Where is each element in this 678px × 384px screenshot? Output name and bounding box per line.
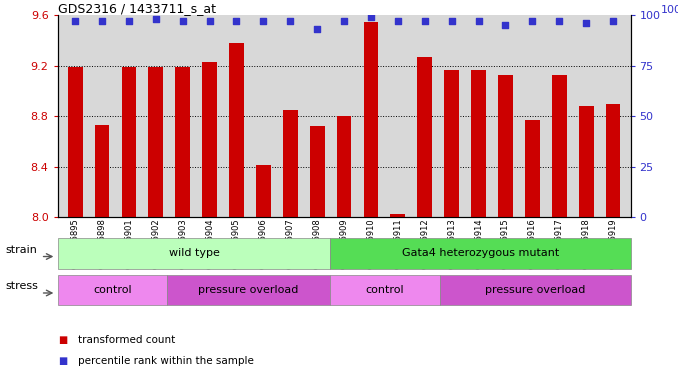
Bar xyxy=(58,275,167,305)
Text: control: control xyxy=(93,285,132,295)
Bar xyxy=(176,67,190,384)
Point xyxy=(500,22,511,28)
Point xyxy=(285,18,296,25)
Point xyxy=(151,17,161,23)
Bar xyxy=(337,116,351,384)
Text: Gata4 heterozygous mutant: Gata4 heterozygous mutant xyxy=(402,248,559,258)
Bar xyxy=(498,74,513,384)
Text: GDS2316 / 1433711_s_at: GDS2316 / 1433711_s_at xyxy=(58,2,216,15)
Bar xyxy=(167,275,330,305)
Point xyxy=(70,18,81,25)
Point xyxy=(339,18,350,25)
Point xyxy=(231,18,242,25)
Bar xyxy=(229,43,244,384)
Text: percentile rank within the sample: percentile rank within the sample xyxy=(78,356,254,366)
Bar xyxy=(439,275,631,305)
Bar xyxy=(283,110,298,384)
Bar xyxy=(202,62,217,384)
Point xyxy=(204,18,215,25)
Bar xyxy=(605,104,620,384)
Point xyxy=(554,18,565,25)
Bar xyxy=(58,238,330,269)
Text: wild type: wild type xyxy=(169,248,220,258)
Point xyxy=(527,18,538,25)
Bar xyxy=(579,106,593,384)
Point xyxy=(446,18,457,25)
Point xyxy=(177,18,188,25)
Bar xyxy=(121,67,136,384)
Bar xyxy=(95,125,109,384)
Point xyxy=(420,18,431,25)
Bar xyxy=(471,70,486,384)
Text: stress: stress xyxy=(5,281,38,291)
Bar xyxy=(330,238,631,269)
Bar xyxy=(256,165,271,384)
Bar xyxy=(525,120,540,384)
Point xyxy=(123,18,134,25)
Point xyxy=(607,18,618,25)
Bar xyxy=(68,67,83,384)
Point xyxy=(258,18,268,25)
Text: pressure overload: pressure overload xyxy=(199,285,299,295)
Point xyxy=(393,18,403,25)
Bar xyxy=(418,57,432,384)
Point xyxy=(365,14,376,20)
Bar xyxy=(391,214,405,384)
Point xyxy=(312,26,323,33)
Bar xyxy=(310,126,325,384)
Bar xyxy=(148,67,163,384)
Y-axis label: 100%: 100% xyxy=(660,5,678,15)
Text: transformed count: transformed count xyxy=(78,335,175,345)
Text: pressure overload: pressure overload xyxy=(485,285,585,295)
Point xyxy=(473,18,484,25)
Text: ■: ■ xyxy=(58,356,67,366)
Bar xyxy=(363,22,378,384)
Bar xyxy=(552,74,567,384)
Point xyxy=(96,18,107,25)
Bar xyxy=(444,70,459,384)
Text: strain: strain xyxy=(5,245,37,255)
Text: ■: ■ xyxy=(58,335,67,345)
Bar xyxy=(330,275,439,305)
Point xyxy=(581,20,592,26)
Text: control: control xyxy=(365,285,404,295)
